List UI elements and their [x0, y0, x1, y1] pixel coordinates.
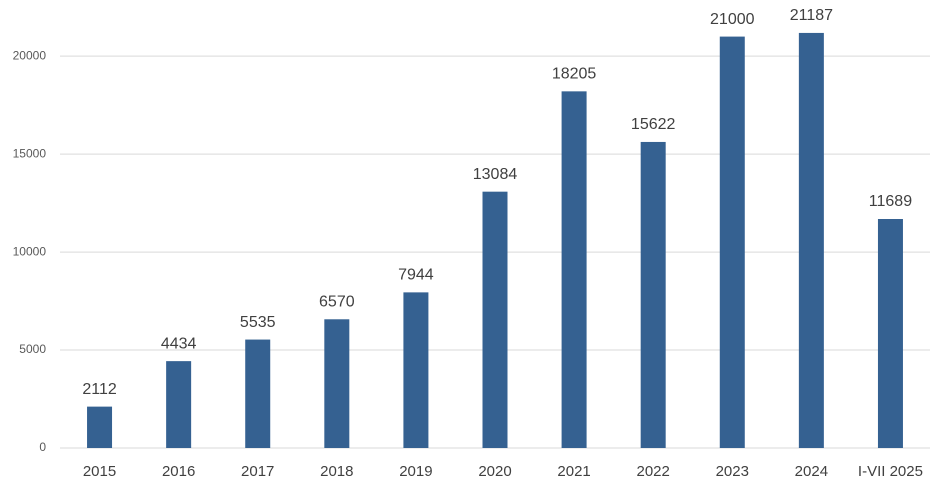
value-label: 21000	[710, 11, 755, 28]
value-label: 11689	[869, 193, 912, 210]
x-tick-label: 2018	[320, 463, 353, 480]
bar	[324, 319, 350, 448]
bar	[403, 292, 429, 448]
x-tick-label: 2022	[636, 463, 669, 480]
value-label: 15622	[631, 116, 676, 133]
value-label: 6570	[319, 294, 355, 311]
bar	[877, 219, 903, 448]
y-tick-label: 10000	[13, 244, 47, 258]
bar	[719, 36, 745, 448]
value-label: 18205	[552, 66, 597, 83]
bar	[798, 32, 824, 449]
x-tick-label: 2020	[478, 463, 511, 480]
bar	[561, 91, 587, 448]
value-label: 13084	[473, 166, 518, 183]
bar	[245, 339, 271, 448]
x-tick-label: 2021	[557, 463, 590, 480]
bar	[166, 361, 192, 448]
value-label: 7944	[398, 267, 434, 284]
y-tick-label: 5000	[19, 342, 46, 356]
y-tick-label: 15000	[13, 146, 47, 160]
value-label: 5535	[240, 314, 276, 331]
bar	[87, 406, 113, 448]
x-tick-label: 2023	[716, 463, 749, 480]
x-tick-label: 2017	[241, 463, 274, 480]
x-tick-label: 2016	[162, 463, 195, 480]
bar	[640, 141, 666, 449]
x-tick-label: 2015	[83, 463, 116, 480]
y-tick-label: 0	[39, 440, 46, 454]
value-label: 4434	[161, 335, 197, 352]
x-tick-label: 2024	[795, 463, 828, 480]
bar	[482, 191, 508, 448]
x-tick-label: 2019	[399, 463, 432, 480]
value-label: 2112	[82, 381, 117, 398]
x-tick-label: I-VII 2025	[858, 463, 923, 480]
value-label: 21187	[790, 7, 833, 24]
y-tick-label: 20000	[13, 48, 47, 62]
